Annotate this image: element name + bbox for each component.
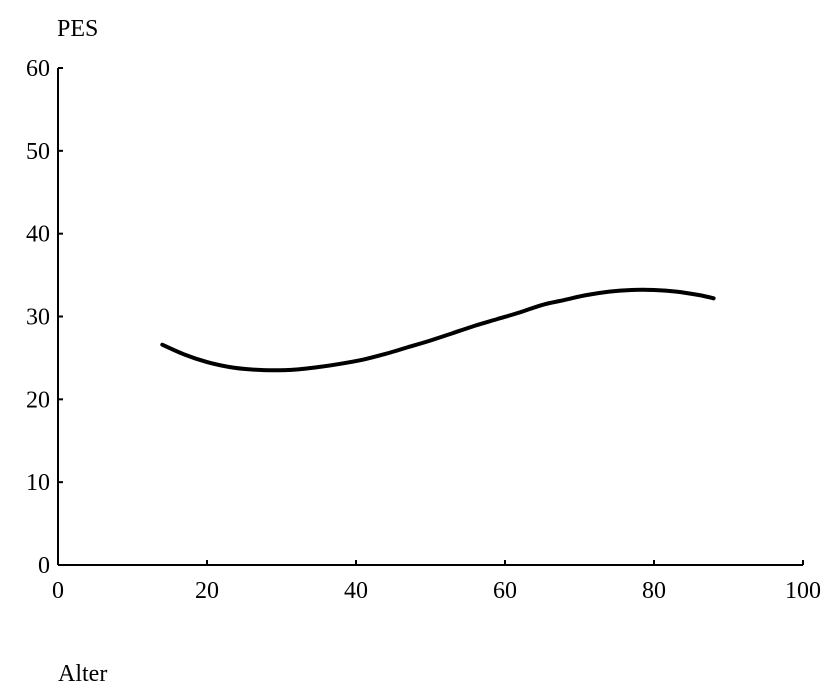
x-tick-label: 80 xyxy=(642,578,666,604)
chart-axes xyxy=(57,68,803,566)
x-tick-label: 40 xyxy=(344,578,368,604)
x-tick-label: 20 xyxy=(195,578,219,604)
y-tick-label: 30 xyxy=(26,305,50,331)
x-tick-label: 60 xyxy=(493,578,517,604)
series-layer xyxy=(160,287,716,373)
y-axis-title: PES xyxy=(57,16,98,42)
y-axis-ticks: 0 10 20 30 40 50 60 xyxy=(26,56,63,579)
series-line xyxy=(160,287,716,373)
x-axis-ticks: 0 20 40 60 80 100 xyxy=(52,560,821,604)
x-axis-title: Alter xyxy=(58,661,107,686)
x-tick-label: 100 xyxy=(785,578,821,604)
y-tick-label: 40 xyxy=(26,222,50,248)
y-tick-label: 60 xyxy=(26,56,50,82)
y-tick-label: 0 xyxy=(38,553,50,579)
x-tick-label: 0 xyxy=(52,578,64,604)
y-tick-label: 10 xyxy=(26,470,50,496)
y-tick-label: 20 xyxy=(26,387,50,413)
y-tick-label: 50 xyxy=(26,139,50,165)
